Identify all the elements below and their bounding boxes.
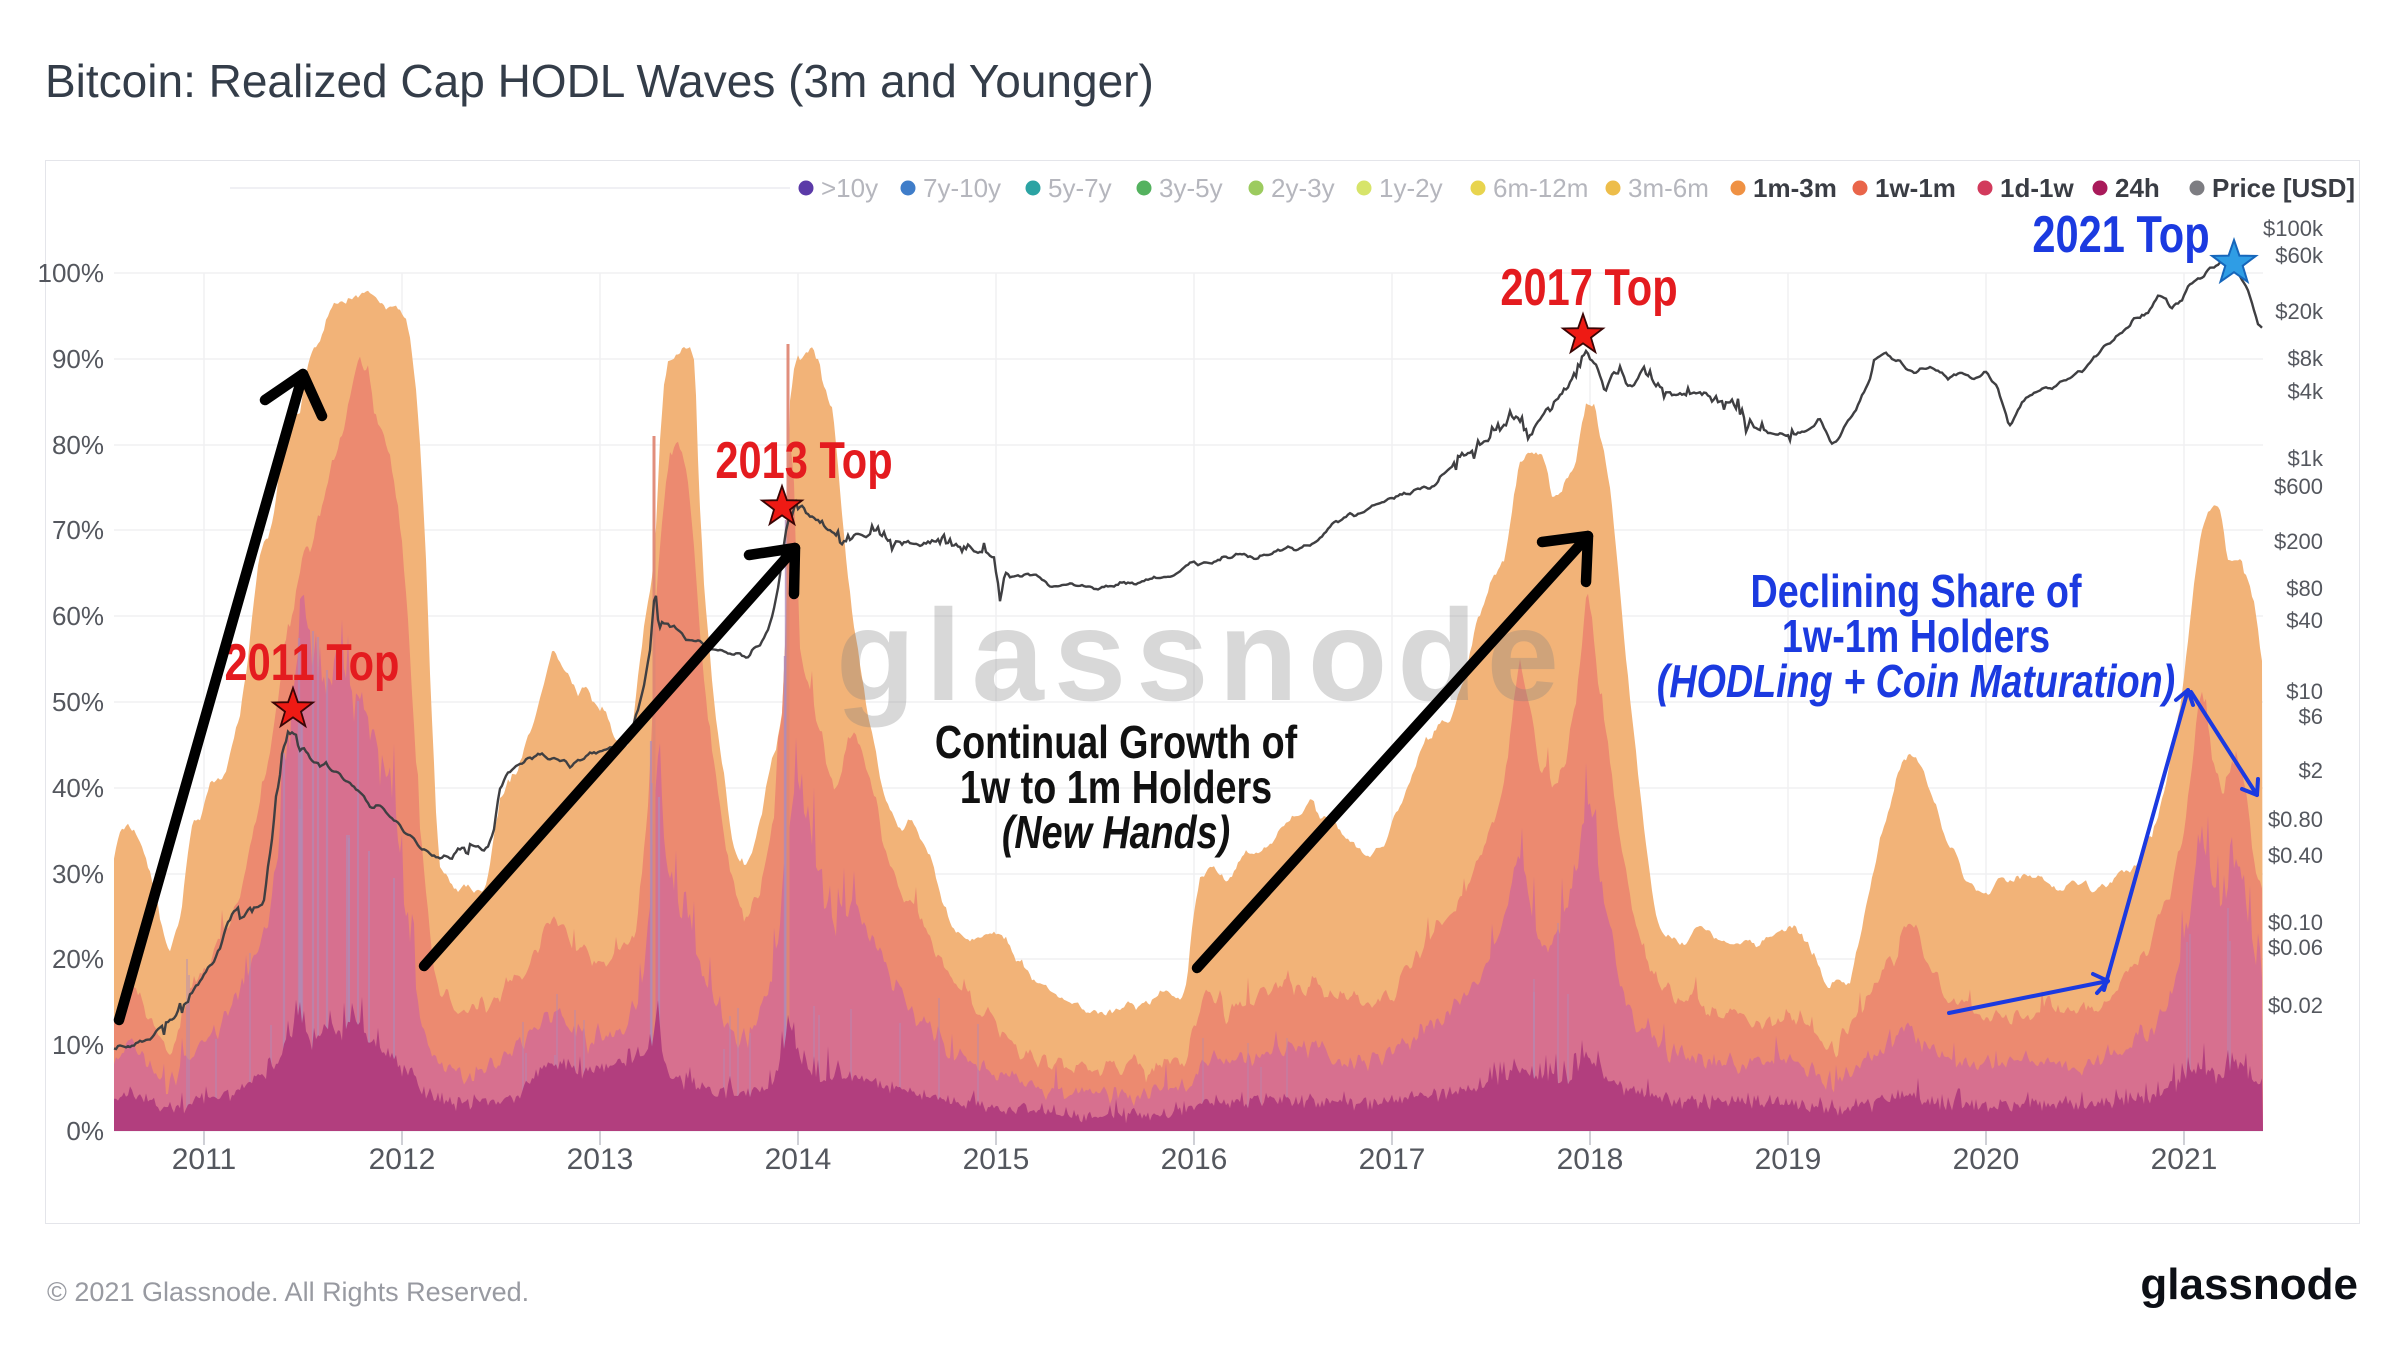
svg-text:1w-1m Holders: 1w-1m Holders <box>1782 610 2050 661</box>
svg-text:24h: 24h <box>2115 173 2160 203</box>
svg-text:2019: 2019 <box>1755 1143 1822 1176</box>
svg-text:20%: 20% <box>52 944 104 974</box>
svg-text:Price [USD]: Price [USD] <box>2212 173 2355 203</box>
svg-text:5y-7y: 5y-7y <box>1048 173 1112 203</box>
svg-text:70%: 70% <box>52 515 104 545</box>
svg-text:glassnode: glassnode <box>836 582 1569 728</box>
svg-text:2021: 2021 <box>2151 1143 2218 1176</box>
svg-text:100%: 100% <box>38 258 105 288</box>
svg-text:3m-6m: 3m-6m <box>1628 173 1709 203</box>
svg-text:10%: 10% <box>52 1030 104 1060</box>
svg-text:(New Hands): (New Hands) <box>1002 806 1230 857</box>
svg-text:$80: $80 <box>2286 576 2323 601</box>
svg-text:2020: 2020 <box>1953 1143 2020 1176</box>
svg-text:2011: 2011 <box>172 1143 237 1176</box>
svg-text:3y-5y: 3y-5y <box>1159 173 1223 203</box>
svg-text:Continual Growth of: Continual Growth of <box>935 716 1298 767</box>
svg-text:$60k: $60k <box>2275 243 2324 268</box>
svg-text:2015: 2015 <box>963 1143 1030 1176</box>
svg-text:2011 Top: 2011 Top <box>225 633 400 692</box>
svg-text:1w to 1m Holders: 1w to 1m Holders <box>960 761 1272 812</box>
svg-text:1m-3m: 1m-3m <box>1753 173 1837 203</box>
svg-text:$0.10: $0.10 <box>2268 910 2323 935</box>
svg-text:80%: 80% <box>52 430 104 460</box>
svg-text:$0.06: $0.06 <box>2268 935 2323 960</box>
svg-text:2014: 2014 <box>765 1143 832 1176</box>
svg-text:Bitcoin: Realized Cap HODL Wav: Bitcoin: Realized Cap HODL Waves (3m and… <box>45 55 1154 107</box>
svg-text:$0.40: $0.40 <box>2268 843 2323 868</box>
svg-text:2013 Top: 2013 Top <box>715 431 892 490</box>
svg-text:Declining Share of: Declining Share of <box>1750 565 2082 616</box>
svg-text:2021 Top: 2021 Top <box>2032 205 2209 264</box>
svg-text:2017: 2017 <box>1359 1143 1426 1176</box>
svg-text:$6: $6 <box>2299 704 2323 729</box>
svg-text:$1k: $1k <box>2288 446 2324 471</box>
svg-text:2y-3y: 2y-3y <box>1271 173 1335 203</box>
svg-text:$4k: $4k <box>2288 379 2324 404</box>
svg-text:$2: $2 <box>2299 758 2323 783</box>
svg-text:$0.80: $0.80 <box>2268 807 2323 832</box>
svg-text:40%: 40% <box>52 773 104 803</box>
svg-text:$600: $600 <box>2274 474 2323 499</box>
svg-text:90%: 90% <box>52 344 104 374</box>
svg-text:$10: $10 <box>2286 679 2323 704</box>
svg-text:6m-12m: 6m-12m <box>1493 173 1588 203</box>
svg-text:1y-2y: 1y-2y <box>1379 173 1443 203</box>
svg-text:$100k: $100k <box>2263 216 2324 241</box>
svg-text:$0.02: $0.02 <box>2268 993 2323 1018</box>
svg-text:(HODLing + Coin Maturation): (HODLing + Coin Maturation) <box>1657 655 2175 706</box>
svg-text:2017 Top: 2017 Top <box>1500 258 1677 317</box>
svg-text:$20k: $20k <box>2275 299 2324 324</box>
svg-text:7y-10y: 7y-10y <box>923 173 1001 203</box>
svg-text:$200: $200 <box>2274 529 2323 554</box>
svg-text:2018: 2018 <box>1557 1143 1624 1176</box>
svg-text:30%: 30% <box>52 859 104 889</box>
svg-text:2012: 2012 <box>369 1143 436 1176</box>
svg-text:2013: 2013 <box>567 1143 634 1176</box>
svg-text:1d-1w: 1d-1w <box>2000 173 2074 203</box>
svg-text:60%: 60% <box>52 601 104 631</box>
svg-text:2016: 2016 <box>1161 1143 1228 1176</box>
svg-text:0%: 0% <box>66 1116 104 1146</box>
svg-text:50%: 50% <box>52 687 104 717</box>
svg-text:© 2021 Glassnode. All Rights R: © 2021 Glassnode. All Rights Reserved. <box>47 1277 529 1307</box>
svg-text:$40: $40 <box>2286 608 2323 633</box>
svg-text:$8k: $8k <box>2288 346 2324 371</box>
svg-text:>10y: >10y <box>821 173 878 203</box>
svg-text:1w-1m: 1w-1m <box>1875 173 1956 203</box>
svg-text:glassnode: glassnode <box>2140 1260 2358 1309</box>
